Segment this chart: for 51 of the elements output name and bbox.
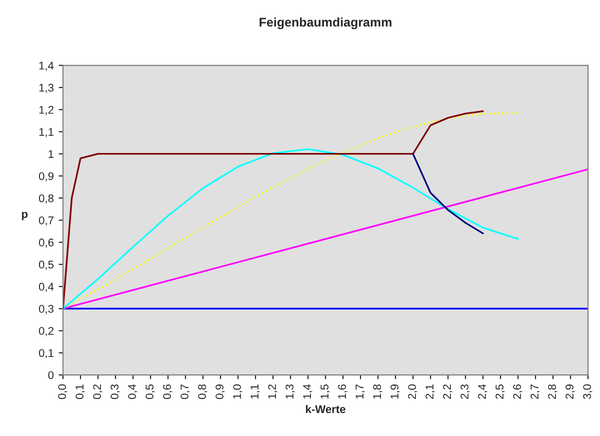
x-tick-label: 2,9 (566, 384, 575, 399)
x-tick-label: 2,7 (530, 384, 540, 399)
x-tick-label: 1,4 (303, 384, 312, 399)
x-tick-label: 2,5 (496, 384, 505, 399)
y-tick-label: 0,1 (38, 349, 54, 358)
y-tick-label: 0,7 (38, 216, 54, 226)
x-tick-label: 0,6 (163, 384, 172, 399)
x-tick-label: 2,3 (460, 384, 470, 399)
x-tick-label: 2,2 (443, 384, 452, 399)
chart-title: Feigenbaumdiagramm (260, 17, 392, 30)
x-tick-label: 1,6 (338, 384, 348, 399)
x-tick-label: 1,7 (356, 384, 365, 399)
x-axis-title: k-Werte (306, 404, 346, 414)
x-tick-label: 3,0 (583, 384, 592, 400)
y-tick-label: 0,4 (38, 282, 54, 292)
x-tick-label: 0,4 (128, 384, 138, 399)
x-tick-label: 2,6 (513, 384, 522, 399)
y-tick-label: 0,8 (38, 194, 54, 204)
y-tick-label: 0,2 (38, 327, 54, 336)
x-tick-label: 1,2 (268, 384, 278, 399)
line-series (63, 148, 519, 310)
y-tick-label: 1 (48, 150, 54, 158)
y-tick-label: 0,6 (38, 238, 54, 248)
x-tick-label: 1,1 (250, 384, 260, 399)
x-tick-label: 0,3 (110, 384, 120, 399)
x-tick-label: 1,5 (320, 384, 330, 399)
line-series (412, 153, 484, 234)
y-tick-label: 0,5 (38, 260, 54, 270)
x-tick-label: 0,7 (180, 384, 190, 399)
x-tick-label: 2,1 (426, 384, 435, 399)
x-tick-label: 0,1 (76, 384, 85, 399)
x-tick-label: 1,9 (390, 384, 400, 399)
y-tick-label: 1,2 (39, 106, 54, 116)
x-tick-label: 1,3 (286, 384, 295, 399)
y-tick-label: 1,3 (39, 84, 54, 93)
y-axis-title: p (22, 212, 28, 220)
x-tick-label: 2,0 (408, 384, 418, 399)
y-tick-label: 1,1 (39, 128, 54, 138)
x-tick-label: 0,0 (58, 384, 68, 399)
y-tick-label: 1,4 (39, 62, 54, 71)
y-tick-label: 0 (48, 371, 54, 380)
y-tick-label: 0,9 (38, 172, 54, 182)
y-tick-label: 0,3 (38, 304, 54, 314)
x-tick-label: 0,9 (216, 384, 225, 399)
x-tick-label: 0,2 (93, 384, 102, 399)
x-tick-label: 2,4 (478, 384, 488, 399)
x-tick-label: 1,8 (373, 384, 382, 399)
x-tick-label: 2,8 (548, 384, 558, 399)
x-tick-label: 1,0 (233, 384, 242, 399)
x-tick-label: 0,5 (146, 384, 155, 399)
x-tick-label: 0,8 (198, 384, 208, 399)
